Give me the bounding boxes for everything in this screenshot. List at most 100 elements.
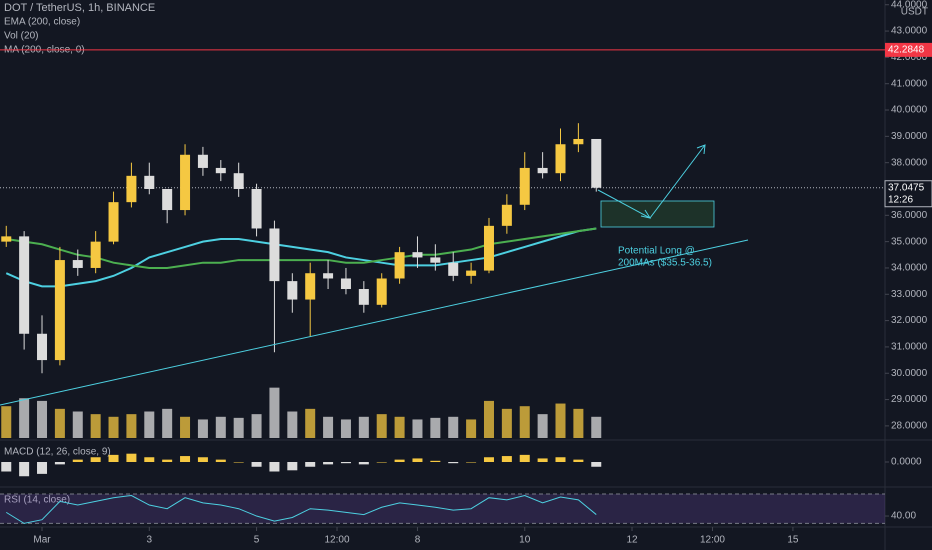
candle-body: [323, 273, 334, 279]
volume-bar: [358, 416, 369, 438]
macd-bar: [412, 458, 423, 462]
volume-bar: [162, 408, 173, 438]
candle-body: [162, 188, 173, 211]
candle-body: [358, 289, 369, 305]
y-tick-label: 43.0000: [891, 26, 928, 37]
ma-line: [6, 227, 597, 269]
volume-bar: [519, 406, 530, 438]
macd-bar: [340, 462, 351, 464]
candle-body: [573, 138, 584, 145]
macd-bar: [126, 453, 137, 462]
indicator-label: RSI (14, close): [4, 495, 70, 506]
x-tick-label: 12: [626, 535, 638, 546]
macd-bar: [144, 457, 155, 462]
volume-bar: [126, 414, 137, 438]
alert-badge: [885, 42, 932, 57]
y-tick-label: 31.0000: [891, 342, 928, 353]
macd-bar: [591, 462, 602, 467]
volume-bar: [54, 408, 65, 438]
candle-body: [412, 252, 423, 258]
volume-bar: [555, 403, 566, 438]
candle-body: [483, 225, 494, 271]
candle-body: [269, 228, 280, 282]
last-price-badge: [884, 180, 932, 208]
volume-bar: [323, 416, 334, 438]
volume-bar: [72, 411, 83, 438]
candle-body: [466, 270, 477, 276]
x-tick-label: 3: [147, 535, 153, 546]
y-tick-label: 30.0000: [891, 368, 928, 379]
macd-bar: [197, 457, 208, 462]
volume-bar: [537, 414, 548, 438]
candle-body: [126, 175, 137, 203]
macd-bar: [54, 462, 65, 465]
macd-bar: [72, 459, 83, 462]
candle-body: [537, 167, 548, 174]
volume-bar: [573, 408, 584, 438]
countdown-label: 12:26: [888, 194, 913, 205]
macd-bar: [394, 459, 405, 462]
indicator-label: MACD (12, 26, close, 9): [4, 447, 111, 458]
candle-body: [430, 257, 441, 263]
y-tick-label: 39.0000: [891, 131, 928, 142]
candle-body: [180, 154, 191, 211]
symbol-title: DOT / TetherUS, 1h, BINANCE: [4, 2, 155, 14]
volume-bar: [233, 417, 244, 438]
macd-bar: [501, 456, 512, 462]
y-tick-label: 29.0000: [891, 394, 928, 405]
x-tick-label: 8: [415, 535, 421, 546]
x-tick-label: 10: [519, 535, 531, 546]
macd-bar: [251, 462, 262, 467]
candle-body: [376, 278, 387, 305]
candle-body: [144, 175, 155, 189]
candle-body: [501, 204, 512, 226]
candle-body: [90, 241, 101, 268]
candle-body: [108, 202, 119, 242]
y-tick-label: 38.0000: [891, 157, 928, 168]
candle-body: [197, 154, 208, 168]
volume-bar: [305, 408, 316, 438]
volume-bar: [108, 416, 119, 438]
y-tick-label: 36.0000: [891, 210, 928, 221]
volume-bar: [90, 414, 101, 438]
y-tick-label: 33.0000: [891, 289, 928, 300]
y-tick-label: 40.00: [891, 511, 916, 522]
macd-bar: [108, 454, 119, 462]
alert-label: 42.2848: [888, 45, 925, 56]
volume-bar: [19, 398, 30, 438]
x-tick-label: 12:00: [324, 535, 349, 546]
volume-bar: [1, 406, 12, 438]
candle-body: [448, 262, 459, 276]
y-tick-label: 44.0000: [891, 0, 928, 10]
arrow-head: [696, 144, 706, 155]
volume-bar: [430, 417, 441, 438]
last-price-label: 37.0475: [888, 182, 925, 193]
macd-bar: [430, 460, 441, 462]
macd-bar: [466, 462, 477, 463]
ma-line: [5, 227, 597, 288]
candle-body: [394, 252, 405, 279]
candle-body: [340, 278, 351, 290]
volume-bar: [251, 414, 262, 438]
volume-bar: [180, 416, 191, 438]
x-tick-label: 15: [787, 535, 799, 546]
y-tick-label: 34.0000: [891, 263, 928, 274]
macd-bar: [233, 462, 244, 463]
volume-bar: [287, 411, 298, 438]
volume-bar: [501, 408, 512, 438]
macd-bar: [180, 456, 191, 462]
y-tick-label: 32.0000: [891, 315, 928, 326]
volume-bar: [466, 419, 477, 438]
candle-body: [555, 144, 566, 174]
macd-bar: [483, 457, 494, 462]
macd-bar: [269, 462, 280, 472]
y-tick-label: 41.0000: [891, 78, 928, 89]
macd-bar: [90, 457, 101, 462]
macd-bar: [305, 462, 316, 467]
macd-bar: [287, 462, 298, 471]
x-tick-label: 12:00: [700, 535, 725, 546]
macd-bar: [537, 458, 548, 462]
y-tick-label: 35.0000: [891, 236, 928, 247]
